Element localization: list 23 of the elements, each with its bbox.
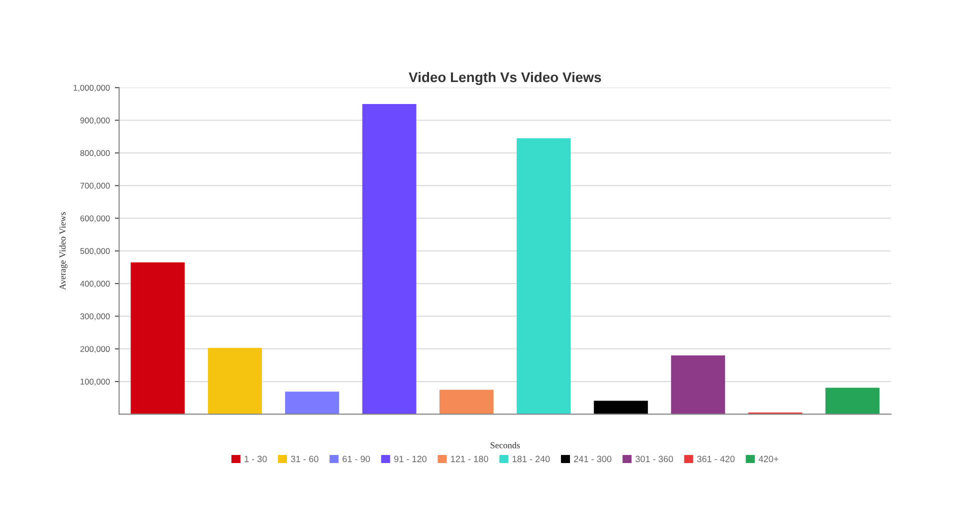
chart-title: Video Length Vs Video Views [408, 72, 602, 85]
y-tick-label: 700,000 [80, 182, 110, 190]
y-tick-label: 400,000 [80, 280, 110, 288]
legend-label: 121 - 180 [451, 456, 488, 462]
legend-label: 301 - 360 [636, 456, 673, 462]
legend-label: 1 - 30 [244, 456, 267, 462]
y-axis-title: Average Video Views [59, 212, 68, 290]
y-tick-label: 500,000 [80, 248, 110, 255]
y-tick-label: 600,000 [80, 215, 110, 222]
legend-label: 361 - 420 [697, 456, 735, 462]
y-tick-label: 900,000 [80, 117, 110, 124]
y-tick-label: 1,000,000 [74, 84, 110, 92]
y-tick-label: 200,000 [80, 346, 110, 353]
x-axis-title: Seconds [490, 442, 520, 448]
legend-label: 31 - 60 [290, 456, 318, 462]
legend-label: 61 - 90 [342, 456, 370, 462]
legend-label: 241 - 300 [574, 456, 612, 462]
legend-label: 91 - 120 [394, 456, 427, 462]
legend-label: 420+ [758, 456, 778, 462]
y-tick-label: 800,000 [80, 150, 110, 158]
y-tick-label: 100,000 [80, 378, 110, 386]
y-tick-label: 300,000 [80, 313, 110, 320]
legend-label: 181 - 240 [512, 456, 550, 462]
